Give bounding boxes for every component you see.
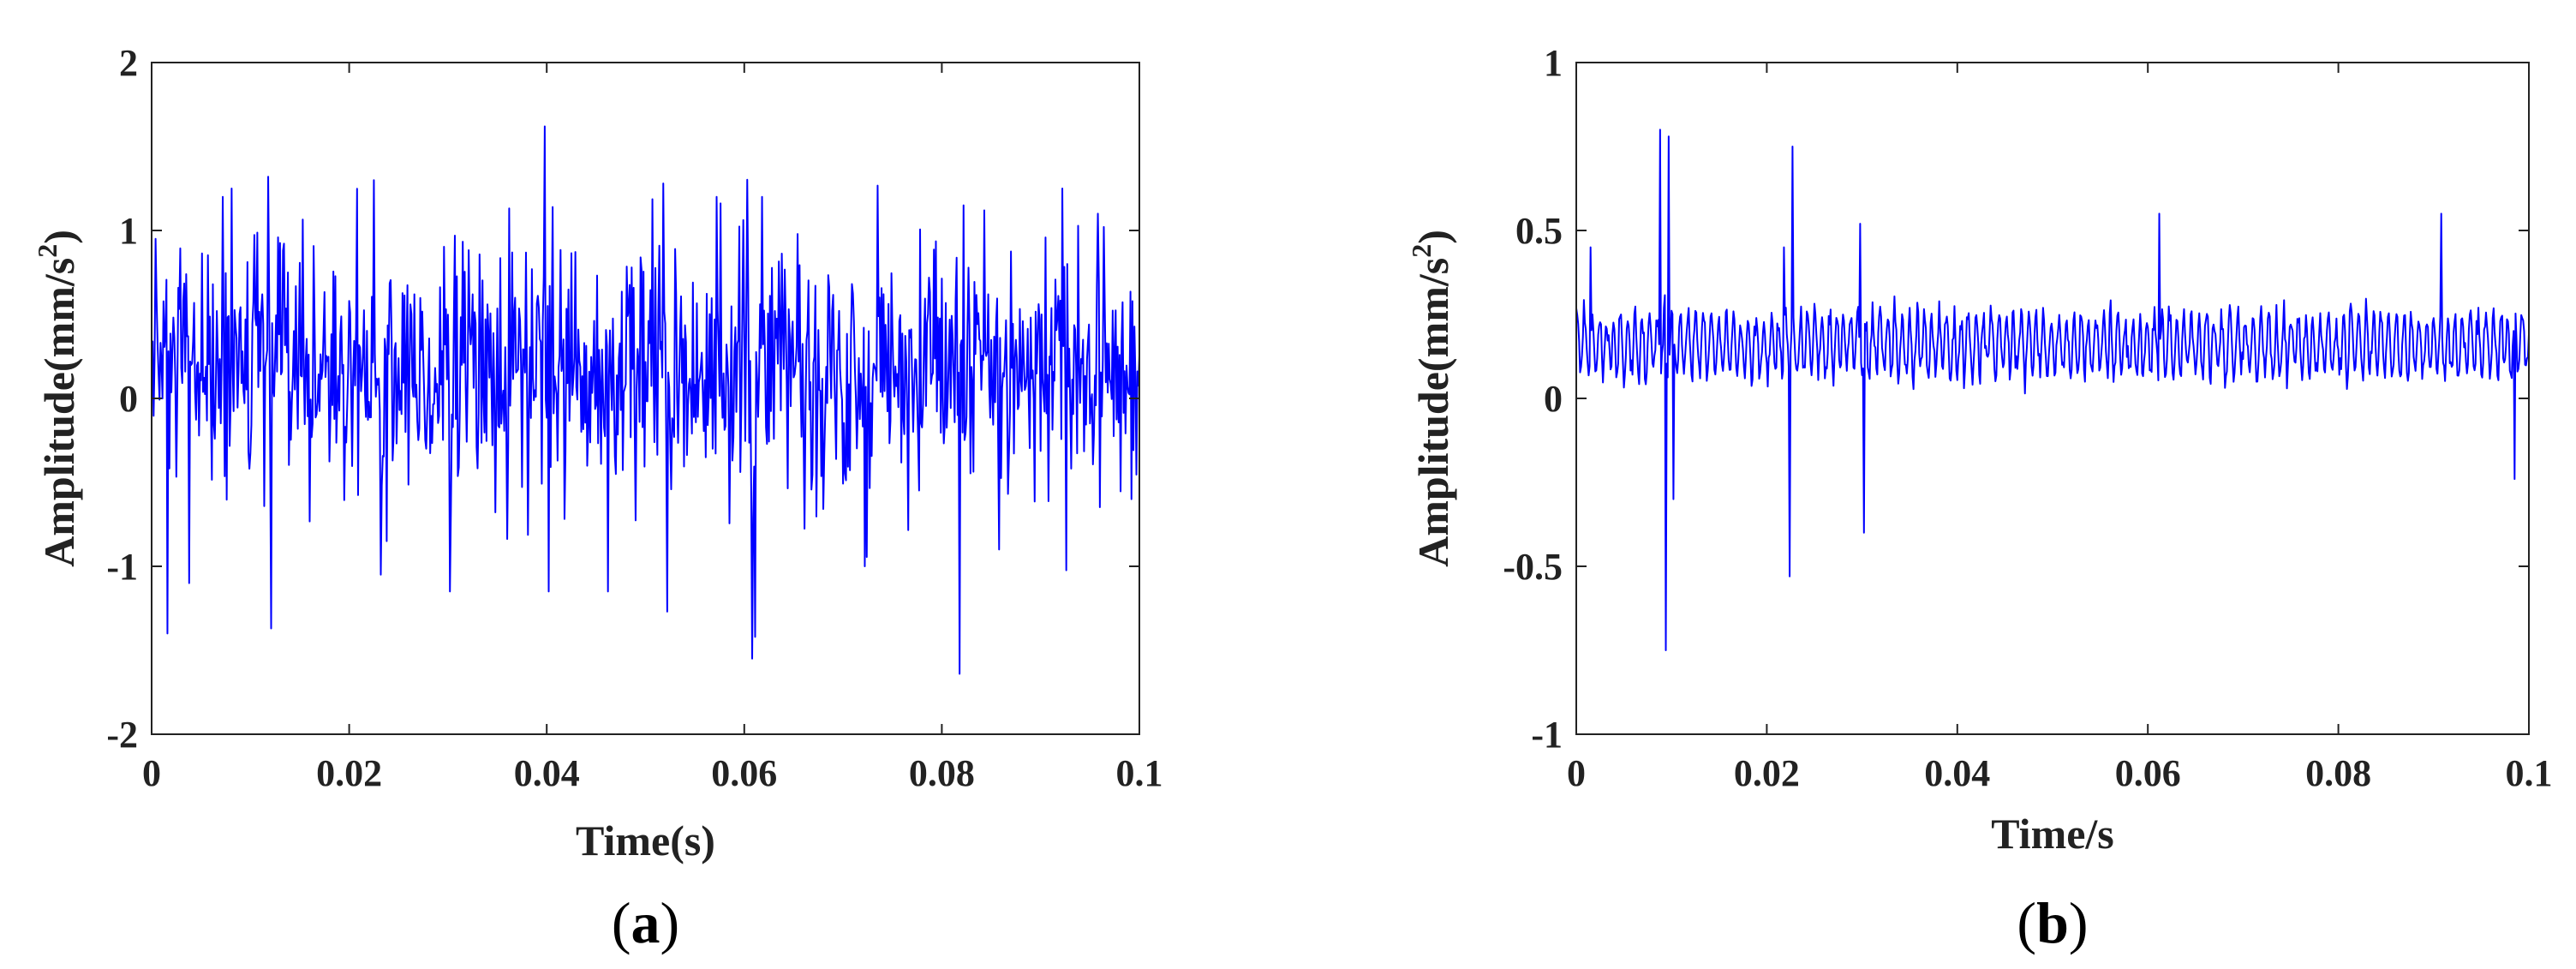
panel-a-y-tick-label: -2	[106, 714, 138, 756]
panel-a-y-axis-label-main: Amplitude(mm/s	[35, 258, 83, 567]
panel-a: 0 0.02 0.04 0.06 0.08 0.1 -2 -1 0 1 2 Time(s) Amp…	[32, 42, 1163, 955]
panel-a-y-tick-label: -1	[106, 546, 138, 588]
panel-a-y-axis-label-sup: 2	[32, 244, 63, 258]
panel-a-x-ticks: 0 0.02 0.04 0.06 0.08 0.1	[142, 63, 1163, 794]
panel-b-x-tick-label: 0.08	[2305, 752, 2371, 794]
panel-b-caption-open: (	[2017, 890, 2036, 955]
panel-a-y-axis-label: Amplitude(mm/s2)	[32, 230, 83, 567]
panel-a-caption-open: (	[612, 890, 631, 955]
panel-b-caption-letter: b	[2036, 890, 2069, 955]
panel-b-x-tick-label: 0.06	[2115, 752, 2181, 794]
panel-a-x-tick-label: 0.06	[711, 752, 777, 794]
panel-a-y-tick-label: 0	[119, 378, 138, 420]
panel-b: 0 0.02 0.04 0.06 0.08 0.1 -1-0.500.51 Time/s …	[1406, 42, 2553, 955]
panel-a-y-ticks: -2 -1 0 1 2	[106, 42, 1139, 756]
panel-a-y-tick-label: 1	[119, 210, 138, 252]
panel-b-signal-line	[1575, 129, 2530, 651]
panel-a-x-tick-label: 0.02	[316, 752, 382, 794]
panel-b-caption-close: )	[2069, 890, 2089, 955]
panel-b-y-axis-label-end: )	[1409, 230, 1457, 244]
panel-b-y-tick-label: 1	[1544, 42, 1563, 84]
panel-b-y-axis-label-sup: 2	[1406, 244, 1437, 258]
panel-b-x-tick-label: 0.1	[2506, 752, 2553, 794]
panel-b-x-axis-label: Time/s	[1991, 810, 2114, 858]
panel-a-x-tick-label: 0.04	[514, 752, 580, 794]
panel-b-plot-frame	[1575, 62, 2530, 735]
panel-b-y-tick-label: 0.5	[1515, 210, 1563, 252]
panel-a-y-axis-label-end: )	[35, 230, 83, 244]
panel-a-signal-line	[151, 125, 1140, 675]
panel-a-x-tick-label: 0	[142, 752, 161, 794]
panel-b-caption: (b)	[2017, 890, 2088, 955]
panel-a-x-tick-label: 0.1	[1116, 752, 1163, 794]
panel-b-y-tick-label: -0.5	[1503, 546, 1563, 588]
panel-b-y-tick-label: 0	[1544, 378, 1563, 420]
panel-a-x-axis-label: Time(s)	[576, 816, 715, 864]
panel-a-y-tick-label: 2	[119, 42, 138, 84]
panel-a-x-tick-label: 0.08	[909, 752, 975, 794]
panel-b-y-axis-label-main: Amplitude(mm/s	[1409, 258, 1457, 567]
panel-b-y-tick-label: -1	[1531, 714, 1563, 756]
panel-b-y-ticks: -1 -0.5 0 0.5 1	[1503, 42, 2529, 756]
panel-a-caption: (a)	[612, 890, 679, 955]
panel-b-x-tick-label: 0	[1567, 752, 1586, 794]
panel-b-x-tick-label: 0.04	[1924, 752, 1990, 794]
panel-b-x-tick-label: 0.02	[1734, 752, 1800, 794]
panel-a-caption-letter: a	[631, 890, 660, 955]
panel-b-y-axis-label: Amplitude(mm/s2)	[1406, 230, 1457, 567]
panel-a-caption-close: )	[660, 890, 680, 955]
panel-b-x-ticks: 0 0.02 0.04 0.06 0.08 0.1	[1567, 63, 2553, 794]
